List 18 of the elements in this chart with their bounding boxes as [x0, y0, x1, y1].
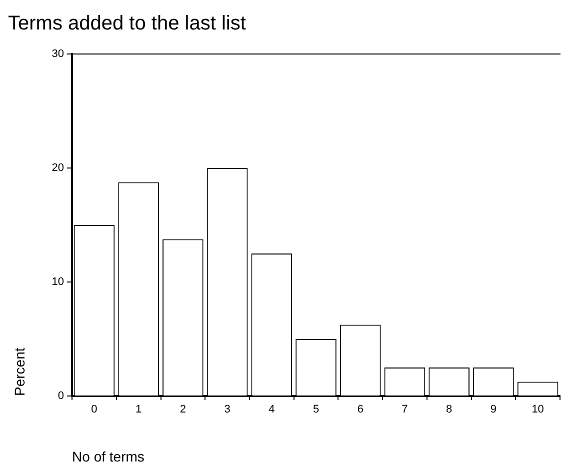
- x-tick-label: 10: [532, 404, 544, 416]
- chart-title: Terms added to the last list: [8, 12, 246, 35]
- x-tick-label: 3: [224, 404, 230, 416]
- y-tick-label: 0: [58, 390, 64, 402]
- x-tick-label: 5: [312, 404, 320, 416]
- y-tick-label: 10: [52, 276, 64, 288]
- x-axis-title: No of terms: [72, 448, 144, 464]
- y-tick-label: 30: [52, 48, 64, 60]
- x-tick-label: 9: [490, 404, 497, 416]
- y-tick-label: 20: [52, 162, 64, 174]
- y-axis-title: Percent: [11, 348, 28, 396]
- x-tick-label: 2: [180, 404, 186, 416]
- x-tick-label: 8: [446, 404, 452, 416]
- x-tick-label: 0: [91, 404, 98, 416]
- x-tick-label: 6: [357, 404, 364, 416]
- x-tick-label: 4: [268, 404, 275, 416]
- x-tick-label: 7: [402, 404, 408, 416]
- x-tick-label: 1: [136, 404, 142, 416]
